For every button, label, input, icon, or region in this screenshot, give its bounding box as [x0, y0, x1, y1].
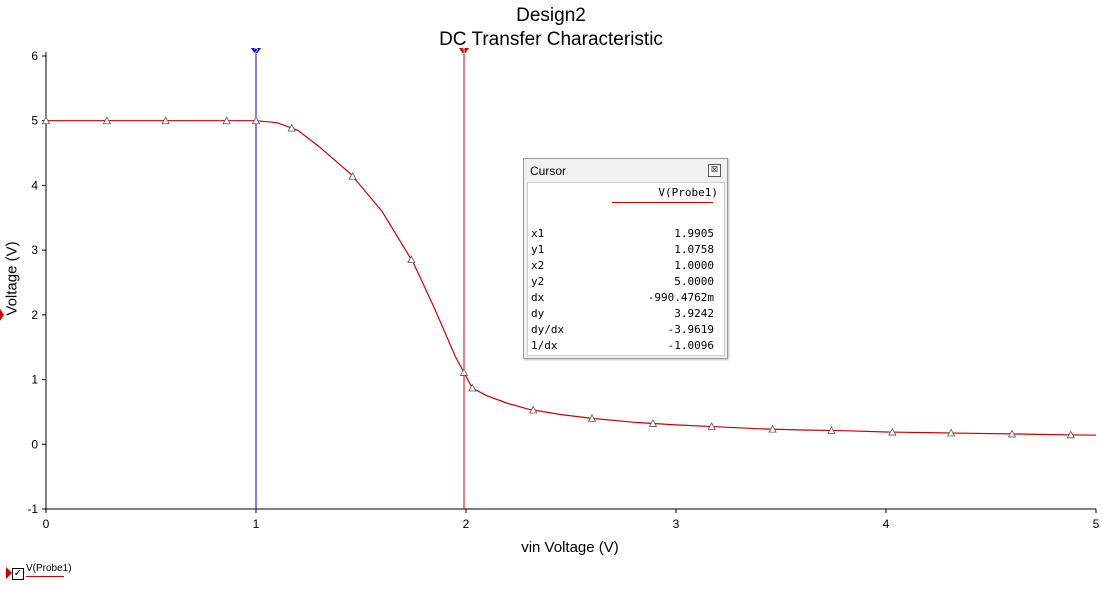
legend-checkbox[interactable]: ✓ — [12, 568, 24, 580]
cursor-row: x1 1.9905 — [531, 227, 714, 243]
data-point-marker — [222, 116, 231, 125]
data-point-marker — [287, 123, 296, 132]
cursor-1-handle[interactable] — [459, 48, 470, 55]
axis-indicator-marker — [0, 308, 4, 321]
cursor-row: dx -990.4762m — [531, 291, 714, 307]
y-axis-label: Voltage (V) — [3, 241, 21, 316]
data-point-marker — [161, 116, 170, 125]
cursor-1-handle-label: 1 — [462, 47, 467, 56]
cursor-row-label: dy — [531, 307, 545, 320]
close-icon[interactable]: ⊠ — [708, 164, 721, 177]
cursor-row-label: 1/dx — [531, 339, 558, 352]
cursor-row: dy 3.9242 — [531, 307, 714, 323]
cursor-row-label: x1 — [531, 227, 545, 240]
cursor-row-value: 1.0758 — [674, 243, 714, 256]
cursor-row-value: -3.9619 — [667, 323, 714, 336]
x-axis-label: vin Voltage (V) — [521, 539, 619, 556]
cursor-row-value: 3.9242 — [674, 307, 714, 320]
data-point-marker — [888, 427, 897, 436]
x-tick-label: 4 — [883, 517, 890, 531]
y-tick-label: -1 — [27, 502, 38, 516]
cursor-window[interactable]: Cursor ⊠ V(Probe1) x1 1.9905 y1 1.0758 x2 1… — [523, 158, 728, 359]
cursor-row-value: 1.0000 — [674, 259, 714, 272]
data-point-marker — [251, 116, 261, 125]
data-point-marker — [459, 368, 469, 376]
cursor-row-label: y1 — [531, 243, 545, 256]
cursor-table: V(Probe1) x1 1.9905 y1 1.0758 x2 1.0000 y2 5… — [527, 182, 725, 356]
cursor-row: dy/dx -3.9619 — [531, 323, 714, 339]
y-tick-label: 5 — [31, 114, 38, 128]
x-tick-label: 5 — [1093, 517, 1100, 531]
data-point-marker — [707, 422, 716, 430]
y-tick-label: 2 — [31, 308, 38, 322]
x-tick-label: 1 — [253, 517, 260, 531]
cursor-row-label: dx — [531, 291, 545, 304]
data-point-marker — [1066, 430, 1075, 439]
series-line-0 — [46, 120, 1097, 436]
cursor-row-value: -990.4762m — [647, 291, 714, 304]
legend-swatch — [26, 576, 64, 577]
x-tick-label: 3 — [673, 517, 680, 531]
cursor-row: 1/dx -1.0096 — [531, 339, 714, 355]
cursor-2-handle-label: 2 — [254, 47, 259, 56]
data-point-marker — [468, 383, 477, 392]
data-point-marker — [529, 405, 538, 414]
cursor-row-label: dy/dx — [531, 323, 565, 336]
cursor-window-title: Cursor — [530, 164, 567, 178]
legend-label: V(Probe1) — [26, 563, 72, 574]
cursor-2-handle[interactable] — [251, 48, 261, 55]
y-tick-label: 3 — [31, 243, 38, 257]
data-point-marker — [348, 171, 357, 180]
data-point-marker — [587, 414, 597, 422]
data-point-marker — [827, 426, 836, 434]
y-tick-label: 6 — [31, 49, 38, 63]
data-point-marker — [1007, 429, 1017, 438]
data-point-marker — [648, 419, 658, 427]
data-point-marker — [41, 116, 51, 125]
cursor-column-line — [612, 202, 713, 203]
legend-selector-marker — [6, 567, 12, 579]
cursor-row-label: x2 — [531, 259, 545, 272]
cursor-row: y2 5.0000 — [531, 275, 714, 291]
cursor-row-value: -1.0096 — [667, 339, 714, 352]
legend[interactable]: ✓ V(Probe1) — [6, 563, 86, 585]
y-tick-label: 1 — [31, 373, 38, 387]
data-point-marker — [102, 116, 112, 125]
chart-title: Design2 — [516, 5, 586, 26]
cursor-row: y1 1.0758 — [531, 243, 714, 259]
data-point-marker — [768, 424, 777, 433]
data-point-marker — [946, 428, 956, 437]
y-tick-label: 0 — [31, 437, 38, 451]
data-point-marker — [407, 255, 416, 264]
cursor-row-label: y2 — [531, 275, 545, 288]
cursor-row: x2 1.0000 — [531, 259, 714, 275]
x-tick-label: 0 — [43, 517, 50, 531]
cursor-column-header: V(Probe1) — [658, 186, 718, 199]
cursor-row-value: 5.0000 — [674, 275, 714, 288]
x-tick-label: 2 — [463, 517, 470, 531]
cursor-row-value: 1.9905 — [674, 227, 714, 240]
y-tick-label: 4 — [31, 178, 38, 192]
chart-subtitle: DC Transfer Characteristic — [439, 29, 663, 50]
